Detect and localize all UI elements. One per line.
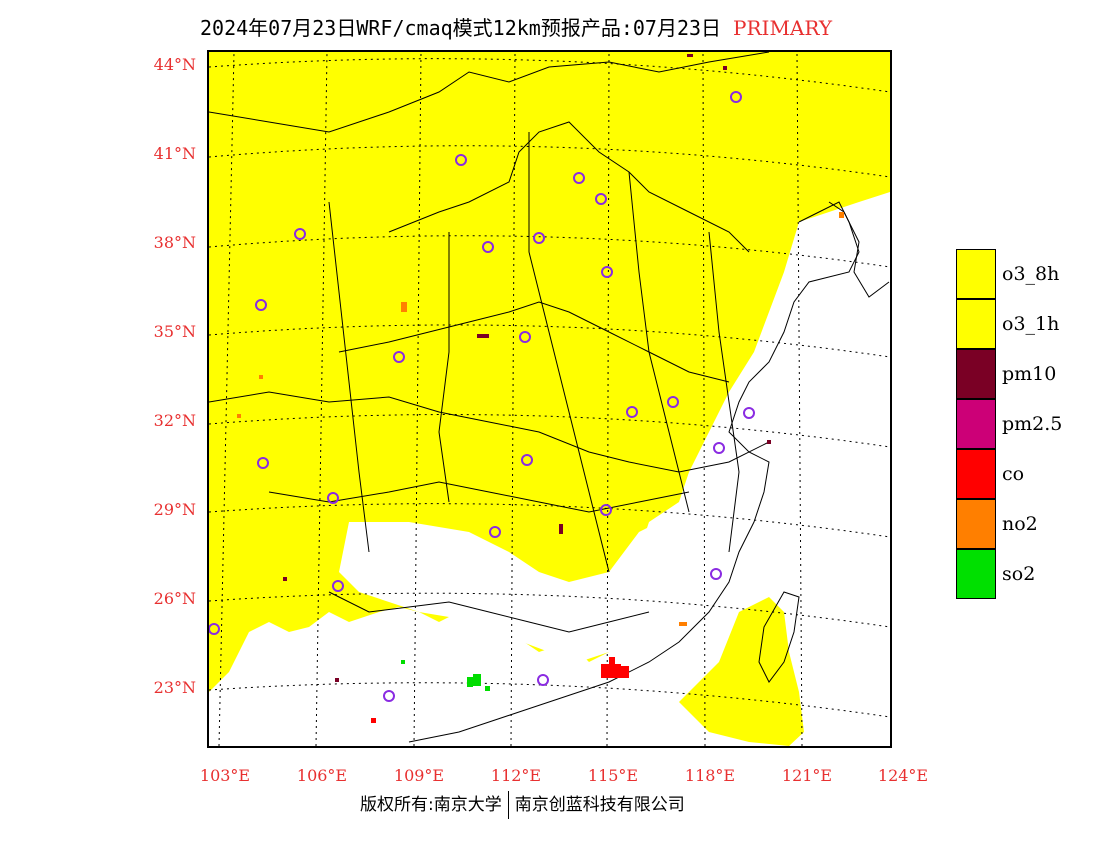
legend-label: o3_8h: [1002, 263, 1060, 285]
clear-area-southwest: [209, 632, 589, 746]
legend-swatch: [956, 549, 996, 599]
lon-label-121: 121°E: [781, 766, 833, 785]
lon-label-112: 112°E: [490, 766, 542, 785]
co-patches: [371, 657, 629, 723]
taiwan-outline: [758, 591, 800, 683]
lat-label-44: 44°N: [153, 55, 196, 74]
legend-label: o3_1h: [1002, 313, 1060, 335]
so2-patches: [401, 660, 490, 691]
ozone-taiwan-area: [679, 597, 804, 746]
primary-tag: PRIMARY: [733, 16, 833, 40]
lat-label-41: 41°N: [153, 144, 196, 163]
lat-label-35: 35°N: [153, 322, 196, 341]
lon-label-124: 124°E: [877, 766, 929, 785]
no2-patches: [237, 212, 844, 626]
map-canvas: [209, 52, 890, 746]
lon-label-118: 118°E: [684, 766, 736, 785]
legend-swatch: [956, 499, 996, 549]
lon-label-109: 109°E: [393, 766, 445, 785]
lat-label-38: 38°N: [153, 233, 196, 252]
city-markers: [209, 91, 755, 702]
title-text: 2024年07月23日WRF/cmaq模式12km预报产品:07月23日: [200, 16, 722, 40]
clear-area-south: [339, 512, 679, 662]
legend-swatch: [956, 299, 996, 349]
footer-divider: [507, 791, 509, 819]
lat-label-26: 26°N: [153, 589, 196, 608]
graticule: [209, 52, 890, 746]
lat-label-23: 23°N: [153, 678, 196, 697]
legend-label: so2: [1002, 563, 1036, 585]
legend-swatch: [956, 349, 996, 399]
pm10-patches: [283, 54, 771, 682]
legend-swatch: [956, 449, 996, 499]
copyright-text: 版权所有:南京大学: [360, 795, 502, 815]
lon-label-115: 115°E: [587, 766, 639, 785]
lat-label-32: 32°N: [153, 411, 196, 430]
legend-label: co: [1002, 463, 1025, 485]
forecast-map: [207, 50, 892, 748]
lon-label-103: 103°E: [199, 766, 251, 785]
lon-label-106: 106°E: [296, 766, 348, 785]
legend-label: no2: [1002, 513, 1038, 535]
legend-label: pm10: [1002, 363, 1057, 385]
legend-label: pm2.5: [1002, 413, 1063, 435]
coastline: [408, 201, 860, 743]
copyright-footer: 版权所有:南京大学 南京创蓝科技有限公司: [360, 790, 685, 819]
company-text: 南京创蓝科技有限公司: [514, 795, 685, 815]
korea-outline: [828, 201, 890, 298]
legend-swatch: [956, 249, 996, 299]
map-title: 2024年07月23日WRF/cmaq模式12km预报产品:07月23日 PRIM…: [200, 12, 832, 41]
legend-swatch: [956, 399, 996, 449]
lat-label-29: 29°N: [153, 500, 196, 519]
province-boundaries: [209, 52, 770, 633]
